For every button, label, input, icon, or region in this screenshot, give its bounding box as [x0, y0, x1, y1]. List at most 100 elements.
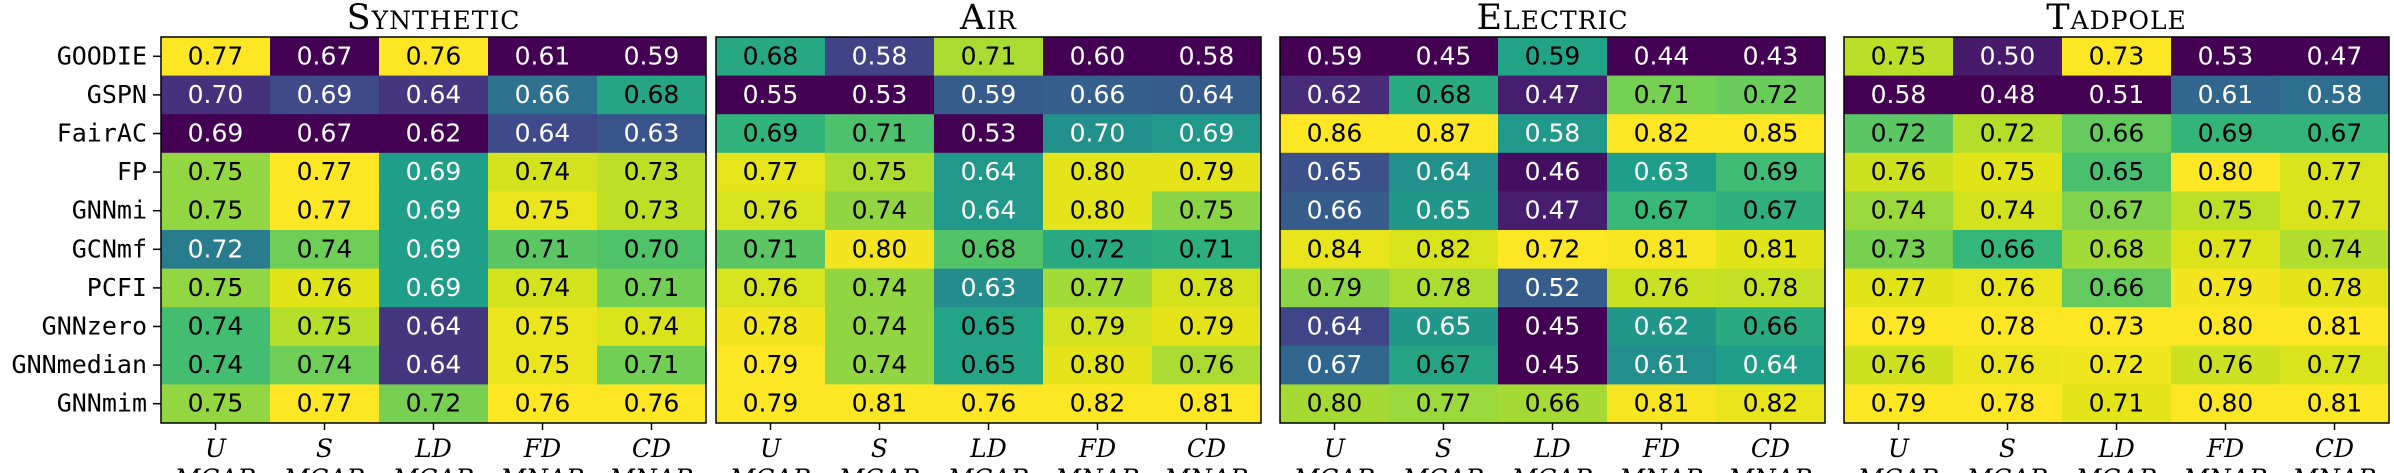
heatmap-cell [1953, 307, 2063, 347]
cell-value-label: 0.72 [1743, 80, 1799, 109]
cell-value-label: 0.77 [297, 196, 353, 225]
cell-value-label: 0.75 [852, 157, 908, 186]
heatmap-cell [1280, 114, 1390, 154]
heatmap-cell [2280, 191, 2390, 231]
heatmap-cell [1498, 230, 1608, 270]
x-tick-label-line1: FD [1078, 434, 1116, 463]
heatmap-cell [597, 345, 707, 385]
heatmap-cell [597, 307, 707, 347]
cell-value-label: 0.72 [1871, 119, 1927, 148]
cell-value-label: 0.71 [743, 234, 799, 263]
cell-value-label: 0.74 [1871, 196, 1927, 225]
x-tick-label-line2: MCAR [729, 464, 812, 473]
panel-title: Air [959, 0, 1017, 38]
heatmap-cell [716, 37, 826, 77]
heatmap-cell [934, 384, 1044, 424]
cell-value-label: 0.59 [961, 80, 1017, 109]
heatmap-cell [2280, 268, 2390, 308]
heatmap-cell [1498, 75, 1608, 115]
heatmap-cell [597, 75, 707, 115]
cell-value-label: 0.67 [297, 41, 353, 70]
heatmap-cell [379, 114, 489, 154]
cell-value-label: 0.78 [743, 312, 799, 341]
cell-value-label: 0.74 [852, 350, 908, 379]
cell-value-label: 0.79 [743, 389, 799, 418]
x-tick-label-line2: MCAR [1402, 464, 1485, 473]
cell-value-label: 0.66 [2089, 119, 2145, 148]
x-tick-label-line1: U [1888, 434, 1910, 463]
heatmap-cell [1043, 114, 1153, 154]
heatmap-cell [1844, 114, 1954, 154]
heatmap-cell [1043, 307, 1153, 347]
heatmap-cell [161, 230, 271, 270]
cell-value-label: 0.75 [1980, 157, 2036, 186]
heatmap-cell [1389, 384, 1499, 424]
cell-value-label: 0.77 [2198, 234, 2254, 263]
cell-value-label: 0.66 [515, 80, 571, 109]
x-tick-label-line1: LD [414, 434, 452, 463]
heatmap-cell [1389, 307, 1499, 347]
panel-title: Synthetic [347, 0, 521, 38]
cell-value-label: 0.66 [2089, 273, 2145, 302]
cell-value-label: 0.73 [2089, 312, 2145, 341]
cell-value-label: 0.80 [2198, 389, 2254, 418]
cell-value-label: 0.64 [406, 80, 462, 109]
heatmap-cell [1280, 345, 1390, 385]
cell-value-label: 0.76 [743, 273, 799, 302]
heatmap-cell [1280, 384, 1390, 424]
cell-value-label: 0.64 [515, 119, 571, 148]
heatmap-cell [1498, 114, 1608, 154]
heatmap-cell [716, 75, 826, 115]
cell-value-label: 0.72 [188, 234, 244, 263]
cell-value-label: 0.86 [1307, 119, 1363, 148]
heatmap-cell [934, 37, 1044, 77]
heatmap-cell [825, 191, 935, 231]
cell-value-label: 0.53 [2198, 41, 2254, 70]
heatmap-cell [1152, 75, 1262, 115]
cell-value-label: 0.74 [2307, 234, 2363, 263]
heatmap-cell [2062, 75, 2172, 115]
heatmap-cell [161, 152, 271, 192]
heatmap-cell [2171, 307, 2281, 347]
cell-value-label: 0.66 [1525, 389, 1581, 418]
heatmap-cell [1953, 114, 2063, 154]
heatmap-cell [1716, 268, 1826, 308]
cell-value-label: 0.74 [515, 157, 571, 186]
cell-value-label: 0.81 [1634, 234, 1690, 263]
heatmap-cell [2171, 37, 2281, 77]
heatmap-cell [597, 114, 707, 154]
cell-value-label: 0.67 [1307, 350, 1363, 379]
heatmap-cell [2280, 345, 2390, 385]
heatmap-cell [1716, 230, 1826, 270]
panel-title: Electric [1476, 0, 1628, 38]
heatmap-cell [270, 191, 380, 231]
heatmap-cell [1152, 268, 1262, 308]
cell-value-label: 0.68 [1416, 80, 1472, 109]
heatmap-cell [488, 384, 598, 424]
heatmap-cell [270, 268, 380, 308]
heatmap-cell [825, 230, 935, 270]
cell-value-label: 0.85 [1743, 119, 1799, 148]
panel-air: 0.68 0.58 0.71 0.60 0.58 0.55 0.53 0.59 0.66 0.64… [715, 0, 1262, 473]
heatmap-cell [716, 268, 826, 308]
heatmap-cell [597, 230, 707, 270]
cell-value-label: 0.59 [624, 41, 680, 70]
heatmap-cell [1389, 230, 1499, 270]
cell-value-label: 0.47 [2307, 41, 2363, 70]
cell-value-label: 0.69 [743, 119, 799, 148]
cell-value-label: 0.74 [188, 350, 244, 379]
cell-value-label: 0.74 [515, 273, 571, 302]
heatmap-cell [1953, 384, 2063, 424]
heatmap-cell [161, 37, 271, 77]
cell-value-label: 0.79 [1871, 312, 1927, 341]
x-tick-label-line1: U [205, 434, 227, 463]
heatmap-cell [597, 152, 707, 192]
cell-value-label: 0.45 [1416, 41, 1472, 70]
heatmap-cell [1607, 345, 1717, 385]
heatmap-cell [379, 230, 489, 270]
cell-value-label: 0.81 [2307, 312, 2363, 341]
cell-value-label: 0.76 [406, 41, 462, 70]
heatmap-cell [2280, 152, 2390, 192]
cell-value-label: 0.78 [1743, 273, 1799, 302]
heatmap-cell [716, 384, 826, 424]
